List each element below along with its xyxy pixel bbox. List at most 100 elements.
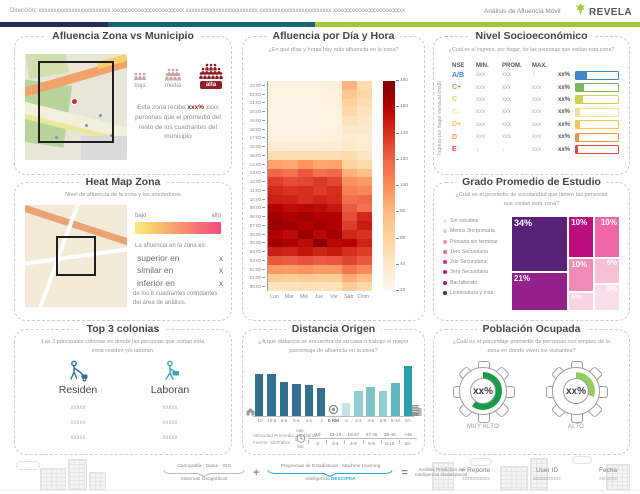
scale-bajo: bajo (135, 213, 147, 219)
day-label: Dom (358, 294, 370, 300)
nse-bar (575, 107, 619, 117)
nse-pct: xx% (558, 72, 571, 79)
nse-bar-fill (576, 133, 579, 141)
hour-label: 13:00 (243, 169, 265, 178)
heatmap-cell (312, 116, 328, 125)
heatmap-cell (342, 229, 358, 239)
treemap-label: 5% (571, 294, 582, 301)
distance-label: 2-4 (355, 418, 362, 423)
heatmap-cell (357, 238, 372, 248)
formula-result: Análisis Predictivo de Inteligencia Geoe… (415, 468, 467, 478)
comparison-text: similar en (137, 265, 174, 276)
colorbar-tick: 140 (396, 131, 408, 136)
distance-bar (354, 391, 363, 416)
gauge-alto: xx% ALTO (546, 361, 608, 430)
afluencia-description: Esta zona recibe xxx% xxxx personas que … (135, 104, 221, 141)
treemap-label: 21% (514, 274, 531, 284)
nse-pct: xx% (558, 109, 571, 116)
panel-subtitle: ¿Cuál es el porcentaje promedio de perso… (452, 339, 611, 354)
heatmap-cell (342, 124, 358, 134)
heatmap-cell (297, 142, 313, 151)
heatmap-cell (357, 98, 372, 108)
panel-title: Top 3 colonias (80, 323, 166, 335)
crowd-media-label: media (164, 83, 182, 89)
heatmap-cell (342, 256, 358, 265)
heatmap-cell (282, 264, 298, 274)
colorbar-tick: 60 (396, 236, 405, 241)
hour-label: 10:00 (243, 195, 265, 204)
heatmap-cell (268, 247, 283, 256)
heatmap-cell (312, 107, 328, 116)
col-max: MAX. (532, 63, 547, 69)
legend-dot (443, 260, 447, 265)
min-km-column: -10 -2 (308, 432, 327, 446)
building-icon (411, 405, 422, 416)
formula-gis-group: Cartografía - Datos - GIS Sistemas Geogr… (162, 464, 246, 482)
nse-prom: xxx (502, 134, 511, 141)
result-line1: Análisis Predictivo de (418, 468, 464, 473)
nse-min: xxx (476, 134, 485, 141)
heatmap-cell (268, 133, 283, 143)
heatmap-cell (357, 168, 372, 178)
min-km-column: 13-18 2-4 (326, 432, 345, 446)
heatmap-cell (297, 124, 313, 134)
distance-label: 4-8 (367, 418, 374, 423)
accent-bar (0, 22, 640, 27)
heatmap-y-axis: 23:00 22:00 21:00 20:00 19:00 18:00 17:00 16:00… (243, 81, 265, 291)
heatmap-cell (297, 221, 313, 230)
comparison-value: x (218, 253, 224, 263)
comparison-text: superior en (137, 253, 180, 263)
heatmap-cell (268, 151, 283, 160)
heatmap-x-axis: Lun Mar Mié Jue Vie Sáb Dom (267, 294, 371, 300)
heatmap-cell (268, 221, 283, 230)
legend-item: Bachillerato (443, 280, 507, 286)
distance-bar-slot (303, 362, 315, 416)
nse-row: D+ xxx xxx xxx xx% (452, 119, 619, 131)
nse-bar-fill (576, 146, 578, 154)
distance-bar (292, 384, 301, 416)
heatmap-cell (342, 264, 358, 274)
heatmap-cell (327, 212, 343, 221)
heatmap-cell (297, 159, 313, 169)
heatmap-cell (327, 159, 343, 169)
fecha-value: xx/xx/xx (599, 476, 617, 482)
heatmap-cell (342, 89, 358, 99)
treemap-block: 10% (568, 257, 595, 292)
velocidad-line2: Fuente: SinTráfico (253, 440, 291, 446)
crowd-medium-icon (165, 68, 181, 81)
nse-min: xxx (476, 121, 485, 128)
legend-label: Licenciatura y más (450, 290, 494, 297)
min-value: +45 (404, 431, 412, 437)
heatmap-cell (282, 177, 298, 186)
km-value: 10- (404, 440, 412, 446)
nse-max: xxx (532, 109, 541, 116)
panel-title: Distancia Origen (285, 323, 382, 335)
heatzone-comparison: superior en x similar en x inferior en x (137, 252, 223, 289)
hour-label: 17:00 (243, 134, 265, 143)
methodology-formula: Cartografía - Datos - GIS Sistemas Geogr… (162, 464, 467, 482)
treemap-block: 10% (568, 216, 595, 258)
heatmap-cell (357, 177, 372, 186)
heatmap-cell (282, 116, 298, 125)
heatmap-cell (312, 282, 328, 291)
legend-label: Primaria sin terminar (450, 238, 498, 245)
heatmap-cell (268, 116, 283, 125)
heatmap-cell (297, 116, 313, 125)
heatmap-cell (357, 194, 372, 204)
nse-bar (575, 83, 619, 93)
colorbar-tick: 40 (396, 262, 405, 267)
heatmap-cell (327, 221, 343, 230)
heatmap-cell (282, 221, 298, 230)
nse-bar-fill (576, 71, 587, 79)
laboran-icon (165, 360, 179, 380)
panel-heat-map-zona: Heat Map Zona Nivel de afluencia de la z… (14, 176, 232, 321)
min-value: 18-27 (347, 431, 360, 437)
residen-icon (70, 360, 88, 382)
treemap-block: 10% (594, 216, 620, 258)
heatmap-cell (312, 221, 328, 230)
legend-label: 2do Secundaria (450, 259, 487, 266)
heatmap-cell (342, 186, 358, 195)
nse-level-label: A/B (452, 71, 465, 79)
treemap-block: 21% (511, 272, 569, 311)
